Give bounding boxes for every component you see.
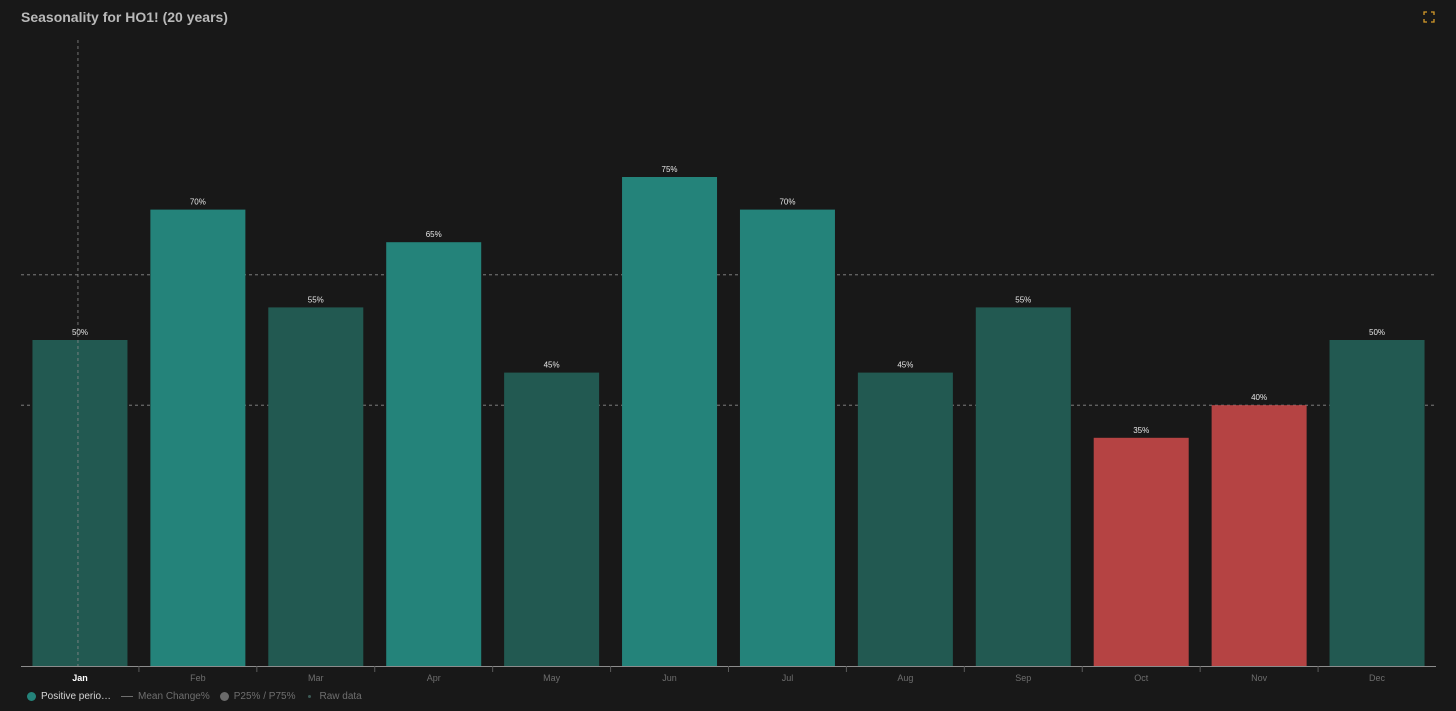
bar xyxy=(975,307,1071,666)
x-tick-label: Aug xyxy=(897,673,913,683)
data-label: 55% xyxy=(1015,295,1031,304)
legend-label: P25% / P75% xyxy=(233,691,296,702)
x-tick-label: Nov xyxy=(1251,673,1268,683)
bar xyxy=(386,242,482,666)
expand-icon[interactable] xyxy=(1423,11,1435,23)
chart-title: Seasonality for HO1! (20 years) xyxy=(21,9,228,25)
bar xyxy=(739,209,835,666)
bar xyxy=(622,177,718,666)
legend-item[interactable]: P25% / P75% xyxy=(219,691,296,702)
bar xyxy=(150,209,246,666)
data-label: 65% xyxy=(426,230,442,239)
legend-item[interactable]: Mean Change% xyxy=(121,691,210,702)
data-label: 40% xyxy=(1251,393,1267,402)
data-label: 70% xyxy=(190,198,206,207)
legend-item[interactable]: Positive perio… xyxy=(27,691,111,702)
chart-legend: Positive perio… Mean Change% P25% / P75% Ra… xyxy=(27,691,366,702)
legend-item[interactable]: Raw data xyxy=(305,691,362,702)
legend-label: Raw data xyxy=(319,691,362,702)
x-tick-label: Dec xyxy=(1369,673,1386,683)
data-label: 50% xyxy=(72,328,88,337)
legend-line-icon xyxy=(121,696,134,697)
bar xyxy=(268,307,364,666)
data-label: 35% xyxy=(1133,426,1149,435)
bar xyxy=(1211,405,1307,666)
data-label: 70% xyxy=(779,198,795,207)
x-tick-label: Apr xyxy=(427,673,441,683)
legend-label: Mean Change% xyxy=(138,691,210,702)
data-label: 45% xyxy=(897,361,913,370)
x-tick-label: Feb xyxy=(190,673,206,683)
legend-dot-icon xyxy=(219,692,229,701)
data-label: 50% xyxy=(1369,328,1385,337)
x-tick-label: Mar xyxy=(308,673,324,683)
bar xyxy=(1329,340,1425,666)
bar xyxy=(504,372,600,666)
x-tick-label: Jun xyxy=(662,673,677,683)
x-tick-label: May xyxy=(543,673,561,683)
x-tick-label: Oct xyxy=(1134,673,1149,683)
x-tick-label: Sep xyxy=(1015,673,1031,683)
legend-small-dot-icon xyxy=(308,695,312,698)
legend-dot-icon xyxy=(27,692,36,701)
legend-label: Positive perio… xyxy=(41,691,112,702)
bar xyxy=(32,340,128,666)
x-tick-label: Jan xyxy=(72,673,88,683)
data-label: 55% xyxy=(308,295,324,304)
data-label: 45% xyxy=(544,361,560,370)
bar xyxy=(857,372,953,666)
x-tick-label: Jul xyxy=(782,673,794,683)
bar xyxy=(1093,437,1189,666)
data-label: 75% xyxy=(662,165,678,174)
